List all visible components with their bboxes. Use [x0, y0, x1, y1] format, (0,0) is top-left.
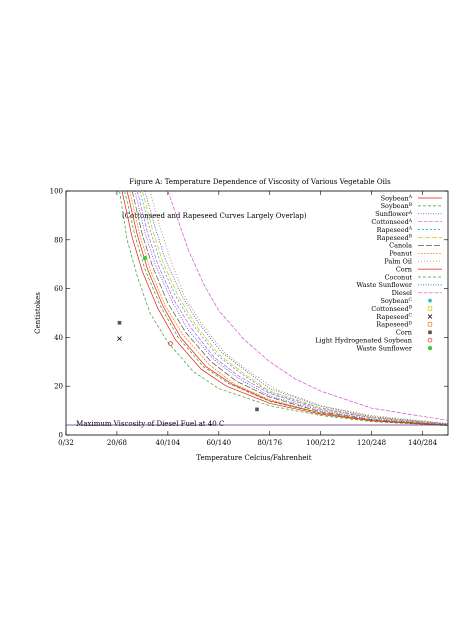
legend-swatch-point-2 [427, 314, 433, 319]
legend-label-line-5: RapeseedB [377, 234, 413, 242]
x-tick-label-2: 40/104 [156, 439, 181, 447]
legend-label-line-3: CottonseedA [371, 218, 412, 226]
annotation-overlap: (Cottonseed and Rapeseed Curves Largely … [122, 212, 307, 220]
plot-frame [65, 190, 449, 436]
data-point-6-0 [142, 256, 148, 261]
legend-label-point-4: Corn [396, 329, 412, 337]
series-line-10 [119, 191, 448, 427]
data-point-2-0 [117, 336, 122, 341]
legend-label-line-4: RapeseedA [377, 226, 413, 234]
x-tick-label-0: 0/32 [58, 439, 74, 447]
series-line-8 [149, 191, 448, 424]
legend-label-line-11: Waste Sunflower [357, 281, 413, 289]
series-line-1 [124, 191, 448, 426]
legend-label-line-0: SoybeanA [381, 194, 413, 202]
y-tick-label-3: 60 [54, 285, 63, 293]
series-line-6 [131, 191, 448, 426]
series-line-12 [167, 191, 448, 421]
legend-swatch-point-0-d [428, 298, 432, 303]
legend-label-point-1: CottonseedB [371, 305, 412, 313]
chart-title: Figure A: Temperature Dependence of Visc… [129, 178, 391, 186]
x-axis-label: Temperature Celcius/Fahrenheit [196, 454, 311, 462]
legend-label-point-0: SoybeanC [380, 297, 412, 305]
legend-swatch-point-2-b [427, 314, 433, 319]
legend-swatch-point-3 [427, 322, 433, 327]
legend-label-line-1: SoybeanB [381, 202, 413, 210]
legend-label-line-9: Corn [396, 265, 412, 273]
series-line-5 [142, 191, 448, 425]
legend-label-line-12: Diesel [392, 289, 412, 297]
series-line-9 [121, 191, 448, 426]
y-tick-label-5: 100 [50, 188, 63, 196]
x-tick-label-3: 60/140 [206, 439, 231, 447]
x-tick-label-1: 20/68 [107, 439, 127, 447]
annotation-diesel-limit: Maximum Viscosity of Diesel Fuel at 40 C [76, 420, 224, 428]
legend-label-line-6: Canola [389, 242, 412, 250]
series-line-7 [129, 191, 448, 426]
x-tick-label-7: 140/284 [408, 439, 438, 447]
legend-label-line-8: Palm Oil [384, 258, 412, 266]
legend-swatch-point-4 [428, 330, 432, 335]
legend-swatch-point-1 [427, 306, 433, 311]
data-point-4-0 [117, 320, 122, 325]
series-line-2 [134, 191, 448, 426]
legend-label-line-10: Coconut [385, 273, 413, 281]
series-line-3 [136, 191, 448, 425]
x-tick-label-5: 100/212 [306, 439, 335, 447]
data-point-5-0 [168, 341, 173, 346]
y-tick-label-2: 40 [54, 334, 63, 342]
series-line-11 [144, 191, 448, 425]
legend-label-point-3: RapeseedD [376, 321, 412, 329]
legend-swatch-point-0 [427, 298, 433, 303]
legend-label-point-6: Waste Sunflower [357, 344, 413, 352]
legend-swatch-point-5 [427, 337, 433, 343]
data-point-2-0-b [117, 336, 122, 341]
data-point-4-1 [255, 407, 259, 412]
legend-label-point-5: Light Hydrogenated Soybean [315, 337, 412, 345]
legend-label-point-2: RapeseedC [376, 313, 412, 321]
y-tick-label-4: 80 [54, 236, 63, 244]
x-tick-label-6: 120/248 [357, 439, 386, 447]
x-tick-label-4: 80/176 [257, 439, 282, 447]
y-axis-label: Centistokes [34, 292, 42, 334]
y-tick-label-0: 0 [59, 432, 63, 440]
legend: SoybeanASoybeanBSunflowerACottonseedARap… [315, 194, 442, 352]
y-tick-label-1: 20 [54, 383, 63, 391]
legend-label-line-2: SunflowerA [375, 210, 413, 218]
legend-label-line-7: Peanut [389, 250, 412, 258]
legend-swatch-point-6 [427, 346, 433, 351]
